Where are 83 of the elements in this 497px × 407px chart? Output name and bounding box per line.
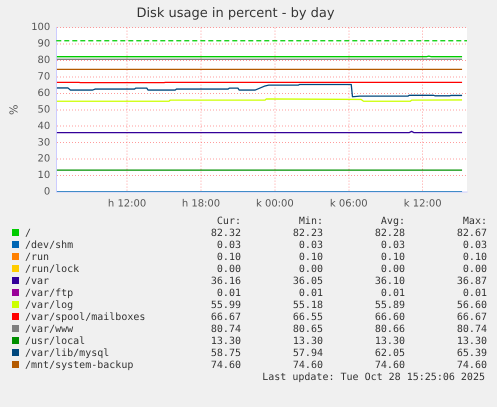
- text: 0.01: [380, 288, 405, 300]
- text: 0.03: [298, 240, 323, 252]
- text: Avg:: [380, 216, 405, 228]
- text: 56.60: [456, 300, 487, 312]
- text: 82.23: [292, 228, 323, 240]
- text: 57.94: [292, 348, 323, 360]
- legend-label: /var/ftp: [24, 288, 74, 300]
- text: 80.74: [210, 324, 241, 336]
- text: 74.60: [292, 360, 323, 372]
- text: 80.66: [374, 324, 405, 336]
- x-tick-label: h 18:00: [182, 198, 220, 210]
- text: 13.30: [210, 336, 241, 348]
- legend-label: /var: [24, 276, 50, 288]
- y-tick-label: 100: [31, 22, 50, 34]
- text: 36.16: [210, 276, 241, 288]
- text: Cur:: [216, 216, 241, 228]
- text: Max:: [462, 216, 487, 228]
- text: 62.05: [374, 348, 405, 360]
- legend-label: /: [24, 228, 32, 240]
- text: 65.39: [456, 348, 487, 360]
- text: 55.18: [292, 300, 323, 312]
- text: 36.10: [374, 276, 405, 288]
- text: 0.03: [462, 240, 487, 252]
- legend-label: /var/www: [24, 324, 74, 336]
- text: 58.75: [210, 348, 241, 360]
- legend-label: /var/spool/mailboxes: [24, 312, 146, 324]
- x-tick-label: h 12:00: [108, 198, 146, 210]
- y-tick-label: 20: [38, 154, 50, 165]
- y-tick-label: 50: [38, 104, 50, 116]
- text: 82.32: [210, 228, 241, 240]
- text: 82.28: [374, 228, 405, 240]
- text: 80.65: [292, 324, 323, 336]
- x-tick-label: k 00:00: [256, 198, 294, 210]
- legend-label: /mnt/system-backup: [24, 360, 134, 372]
- text: 0.00: [462, 264, 487, 276]
- text: 55.99: [210, 300, 241, 312]
- text: 82.67: [456, 228, 487, 240]
- text: 80.74: [456, 324, 487, 336]
- x-tick-label: k 06:00: [330, 198, 368, 210]
- text: 0.10: [298, 252, 323, 264]
- text: 74.60: [456, 360, 487, 372]
- text: 55.89: [374, 300, 405, 312]
- text: 66.60: [374, 312, 405, 324]
- legend-label: /dev/shm: [24, 240, 74, 252]
- text: 74.60: [374, 360, 405, 372]
- text: 13.30: [456, 336, 487, 348]
- y-tick-label: 40: [38, 120, 50, 132]
- y-tick-label: 30: [38, 137, 50, 148]
- y-tick-label: 70: [38, 72, 50, 83]
- text: 66.67: [210, 312, 241, 324]
- legend-label: /usr/local: [24, 336, 86, 348]
- chart-title: Disk usage in percent - by day: [136, 6, 335, 22]
- text: 0.00: [216, 264, 241, 276]
- text: 0.00: [380, 264, 405, 276]
- text: 0.10: [216, 252, 241, 264]
- text: Last update: Tue Oct 28 15:25:06 2025: [261, 372, 485, 383]
- text: 0.01: [462, 288, 487, 300]
- text: 0.01: [216, 288, 241, 300]
- text: 36.87: [456, 276, 487, 288]
- y-tick-label: 10: [38, 170, 50, 182]
- text: 66.67: [456, 312, 487, 324]
- y-axis-title: %: [7, 104, 20, 116]
- legend-label: /var/lib/mysql: [24, 348, 110, 360]
- y-tick-label: 90: [38, 38, 50, 50]
- y-tick-label: 60: [38, 88, 50, 99]
- y-tick-label: 0: [44, 186, 50, 198]
- x-tick-label: k 12:00: [404, 198, 442, 210]
- text: 0.10: [380, 252, 405, 264]
- text: Min:: [298, 216, 323, 228]
- legend-label: /run: [24, 252, 50, 264]
- text: 0.01: [298, 288, 323, 300]
- text: 0.03: [380, 240, 405, 252]
- legend-label: /run/lock: [24, 264, 80, 276]
- text: 13.30: [374, 336, 405, 348]
- text: 0.03: [216, 240, 241, 252]
- text: 0.00: [298, 264, 323, 276]
- legend-label: /var/log: [24, 300, 74, 312]
- text: 36.05: [292, 276, 323, 288]
- text: 0.10: [462, 252, 487, 264]
- text: 13.30: [292, 336, 323, 348]
- text: 66.55: [292, 312, 323, 324]
- text: 74.60: [210, 360, 241, 372]
- y-tick-label: 80: [38, 55, 50, 66]
